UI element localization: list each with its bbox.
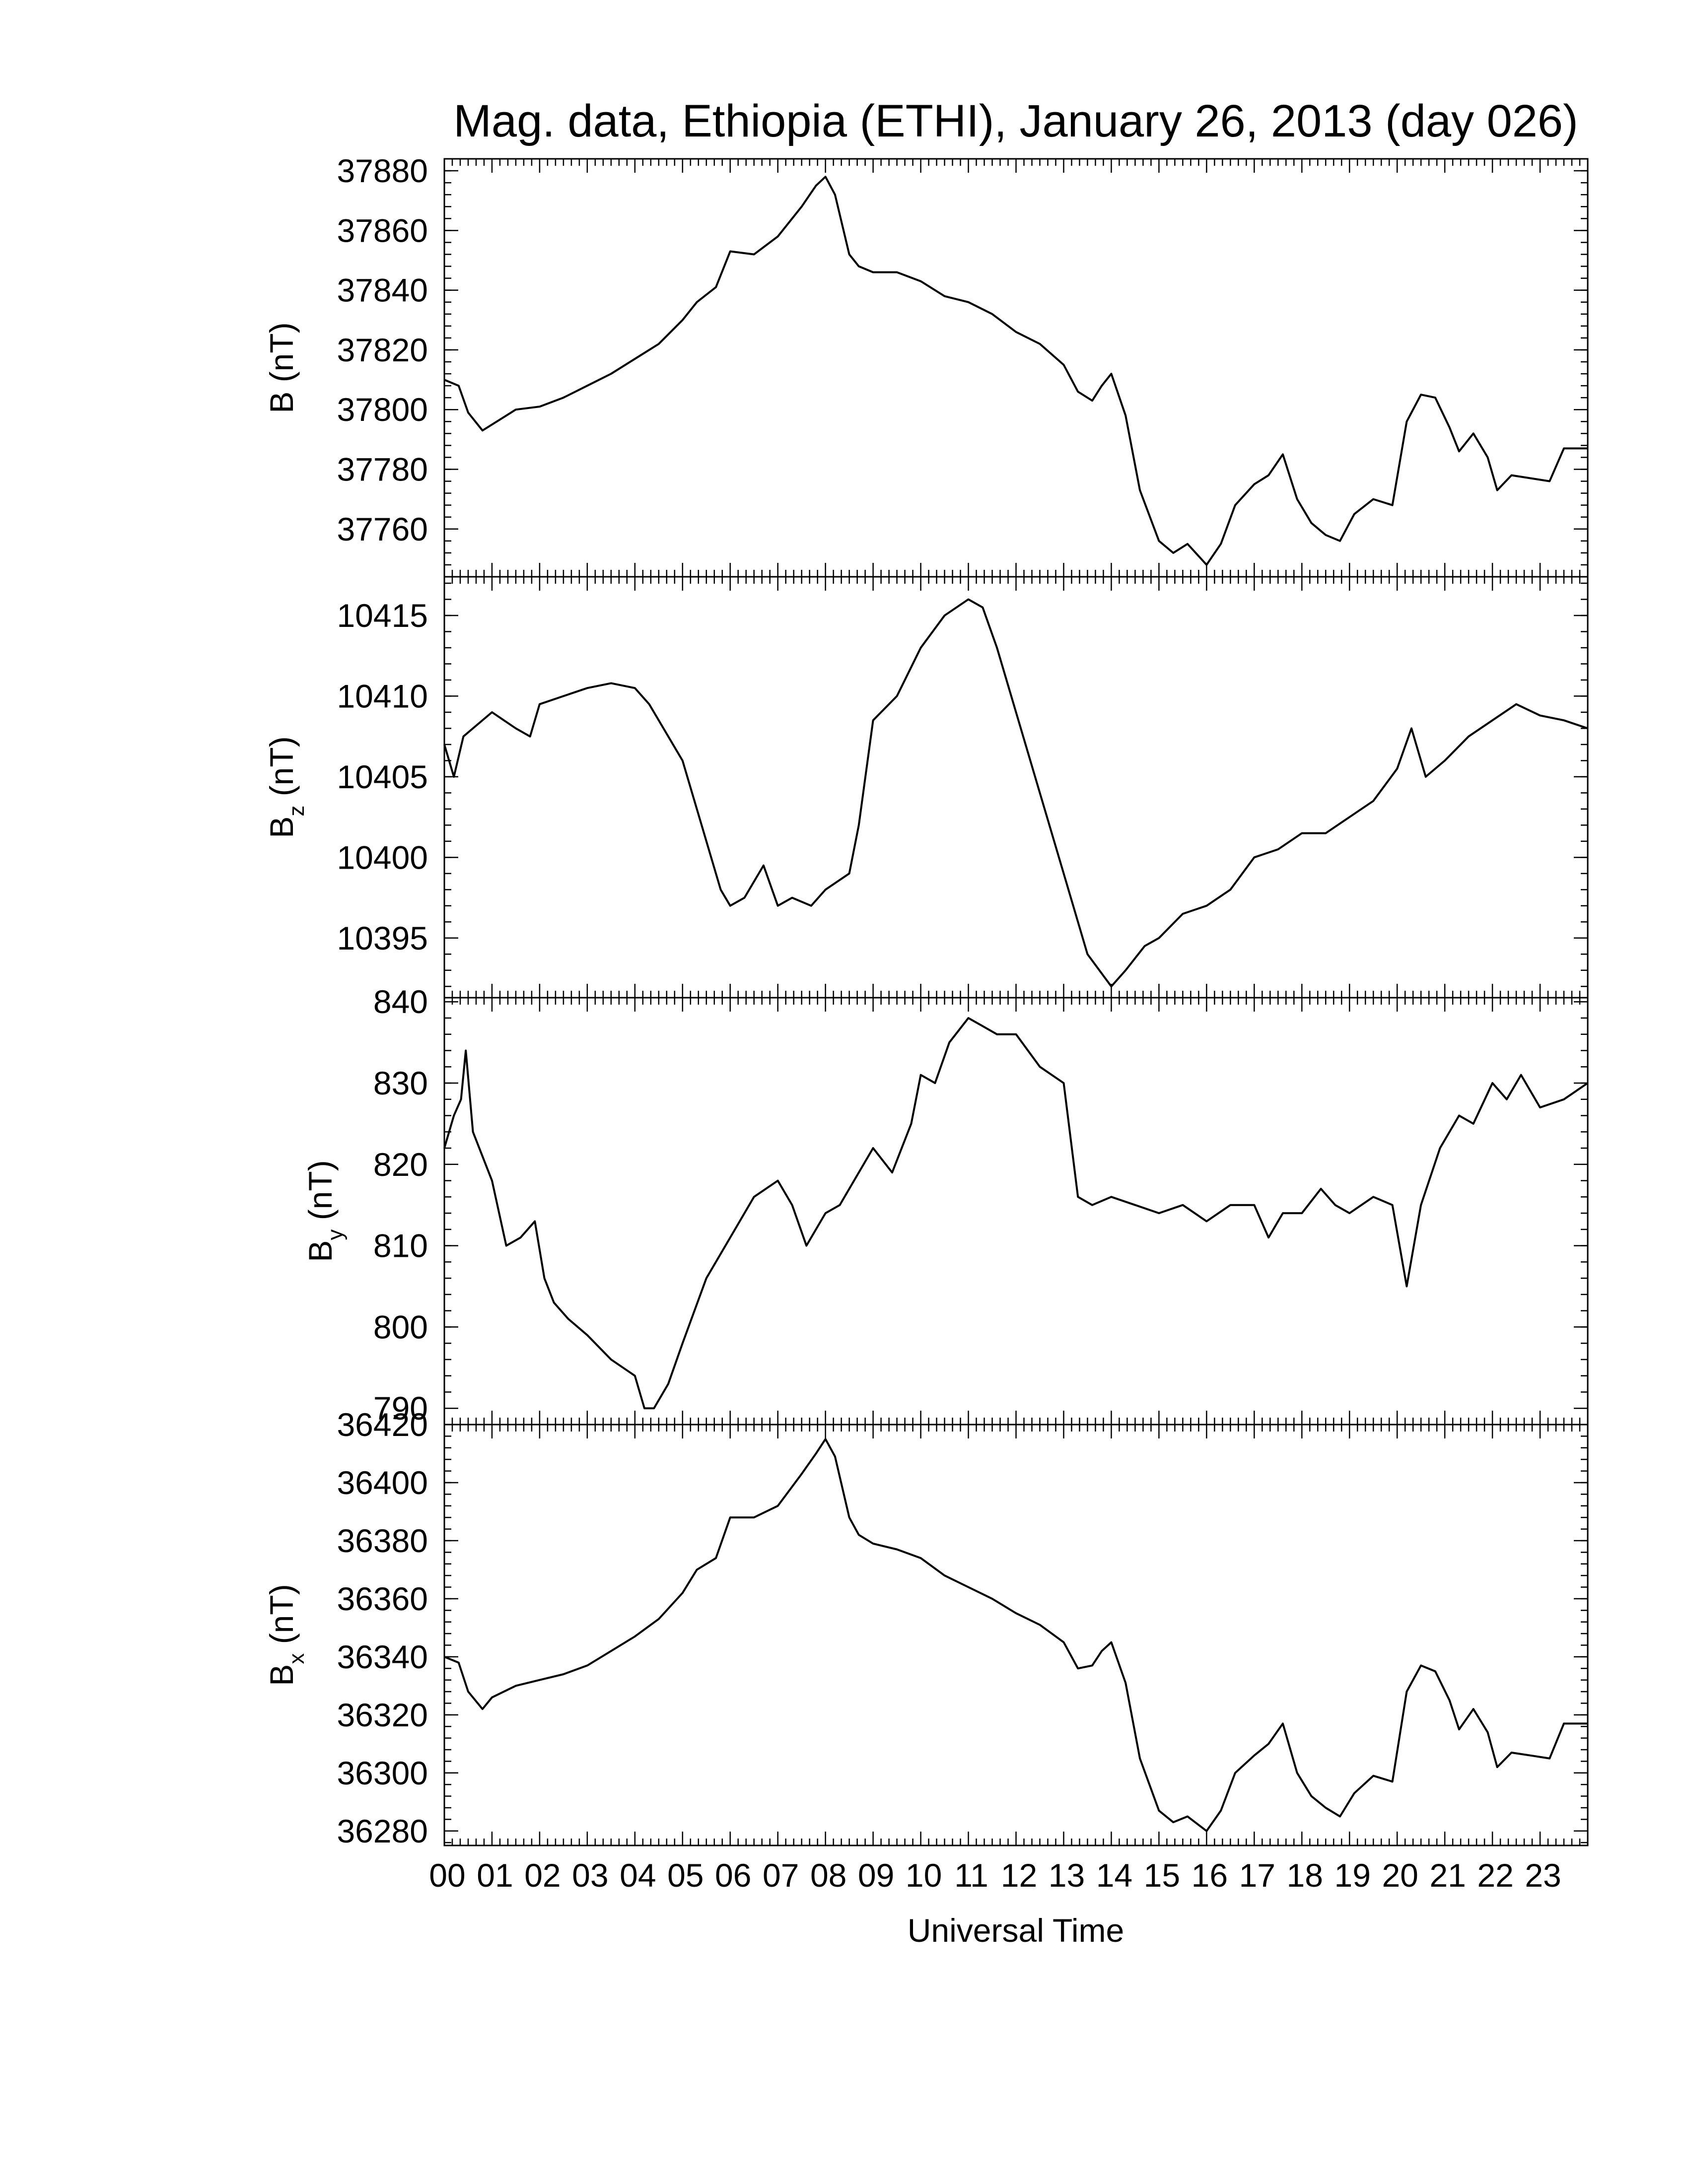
x-tick-label: 07 xyxy=(763,1857,799,1894)
x-axis-label: Universal Time xyxy=(908,1912,1124,1949)
chart-title: Mag. data, Ethiopia (ETHI), January 26, … xyxy=(453,96,1578,146)
panel-3: 790 800 810 820 830 840 By (nT) xyxy=(302,983,1589,1427)
x-tick-label: 22 xyxy=(1477,1857,1513,1894)
y-tick-label: 36280 xyxy=(337,1813,428,1849)
x-tick-label: 11 xyxy=(954,1857,988,1894)
y-tick-label: 37760 xyxy=(337,511,428,547)
series-line-2 xyxy=(443,598,1588,988)
y-tick-label: 37800 xyxy=(337,391,428,428)
x-tick-label: 16 xyxy=(1192,1857,1228,1894)
y-tick-label: 36400 xyxy=(337,1464,428,1501)
y-tick-label: 37880 xyxy=(337,152,428,189)
y-tick-label: 10415 xyxy=(337,597,428,634)
y-tick-label: 36380 xyxy=(337,1522,428,1559)
y-tick-label: 37840 xyxy=(337,272,428,309)
y-tick-label: 36420 xyxy=(337,1406,428,1443)
x-tick-label: 02 xyxy=(524,1857,561,1894)
y-tick-label: 800 xyxy=(373,1308,428,1345)
x-tick-label: 01 xyxy=(477,1857,513,1894)
x-tick-label: 15 xyxy=(1144,1857,1180,1894)
y-axis-label: Bx (nT) xyxy=(263,1584,309,1686)
x-tick-label: 03 xyxy=(572,1857,608,1894)
plot-frame xyxy=(443,1424,1589,1846)
y-tick-label: 840 xyxy=(373,983,428,1020)
y-tick-label: 10395 xyxy=(337,920,428,956)
y-tick-label: 36340 xyxy=(337,1638,428,1675)
x-tick-label: 21 xyxy=(1429,1857,1466,1894)
x-tick-label: 18 xyxy=(1287,1857,1323,1894)
y-tick-label: 36300 xyxy=(337,1755,428,1791)
panel-4: 36280 36300 36320 36340 36360 36380 36400 36420… xyxy=(263,1406,1589,1849)
series-line-4 xyxy=(444,1438,1588,1832)
y-tick-label: 37780 xyxy=(337,451,428,487)
y-tick-label: 810 xyxy=(373,1228,428,1264)
x-tick-label: 00 xyxy=(429,1857,465,1894)
x-tick-label: 13 xyxy=(1049,1857,1085,1894)
x-tick-label: 06 xyxy=(715,1857,751,1894)
panel-2: 10395 10400 10405 10410 10415 Bz (nT) xyxy=(263,576,1589,999)
y-axis-label: Bz (nT) xyxy=(263,736,309,838)
x-tick-label: 14 xyxy=(1096,1857,1132,1894)
x-tick-labels: 00 01 02 03 04 05 06 07 08 09 10 11 12 13 14 15 16 17 18 19… xyxy=(429,1857,1561,1894)
series-line-1 xyxy=(444,176,1588,566)
x-tick-label: 09 xyxy=(858,1857,894,1894)
y-axis-label: B (nT) xyxy=(263,322,300,413)
x-tick-label: 19 xyxy=(1334,1857,1370,1894)
y-tick-label: 36320 xyxy=(337,1697,428,1733)
x-tick-label: 04 xyxy=(620,1857,656,1894)
x-tick-label: 12 xyxy=(1001,1857,1037,1894)
x-tick-label: 23 xyxy=(1525,1857,1561,1894)
y-tick-label: 36360 xyxy=(337,1580,428,1617)
plot-frame xyxy=(443,158,1589,578)
y-tick-label: 790 xyxy=(373,1390,428,1427)
y-axis-label: By (nT) xyxy=(302,1160,348,1262)
y-tick-label: 820 xyxy=(373,1146,428,1183)
y-tick-label: 10400 xyxy=(337,839,428,876)
panel-1: 37760 37780 37800 37820 37840 37860 37880 B (nT… xyxy=(263,152,1589,578)
y-tick-label: 10405 xyxy=(337,758,428,795)
x-tick-label: 05 xyxy=(667,1857,703,1894)
y-tick-label: 37860 xyxy=(337,212,428,249)
y-tick-label: 830 xyxy=(373,1065,428,1101)
series-line-3 xyxy=(443,1017,1589,1410)
panels: 37760 37780 37800 37820 37840 37860 37880 B (nT… xyxy=(263,152,1589,1849)
y-tick-label: 37820 xyxy=(337,332,428,368)
x-tick-label: 20 xyxy=(1382,1857,1418,1894)
plot-frame xyxy=(443,997,1589,1426)
y-tick-label: 10410 xyxy=(337,678,428,714)
plot-frame xyxy=(443,576,1589,999)
x-tick-label: 10 xyxy=(906,1857,942,1894)
x-tick-label: 17 xyxy=(1239,1857,1275,1894)
x-tick-label: 08 xyxy=(810,1857,846,1894)
